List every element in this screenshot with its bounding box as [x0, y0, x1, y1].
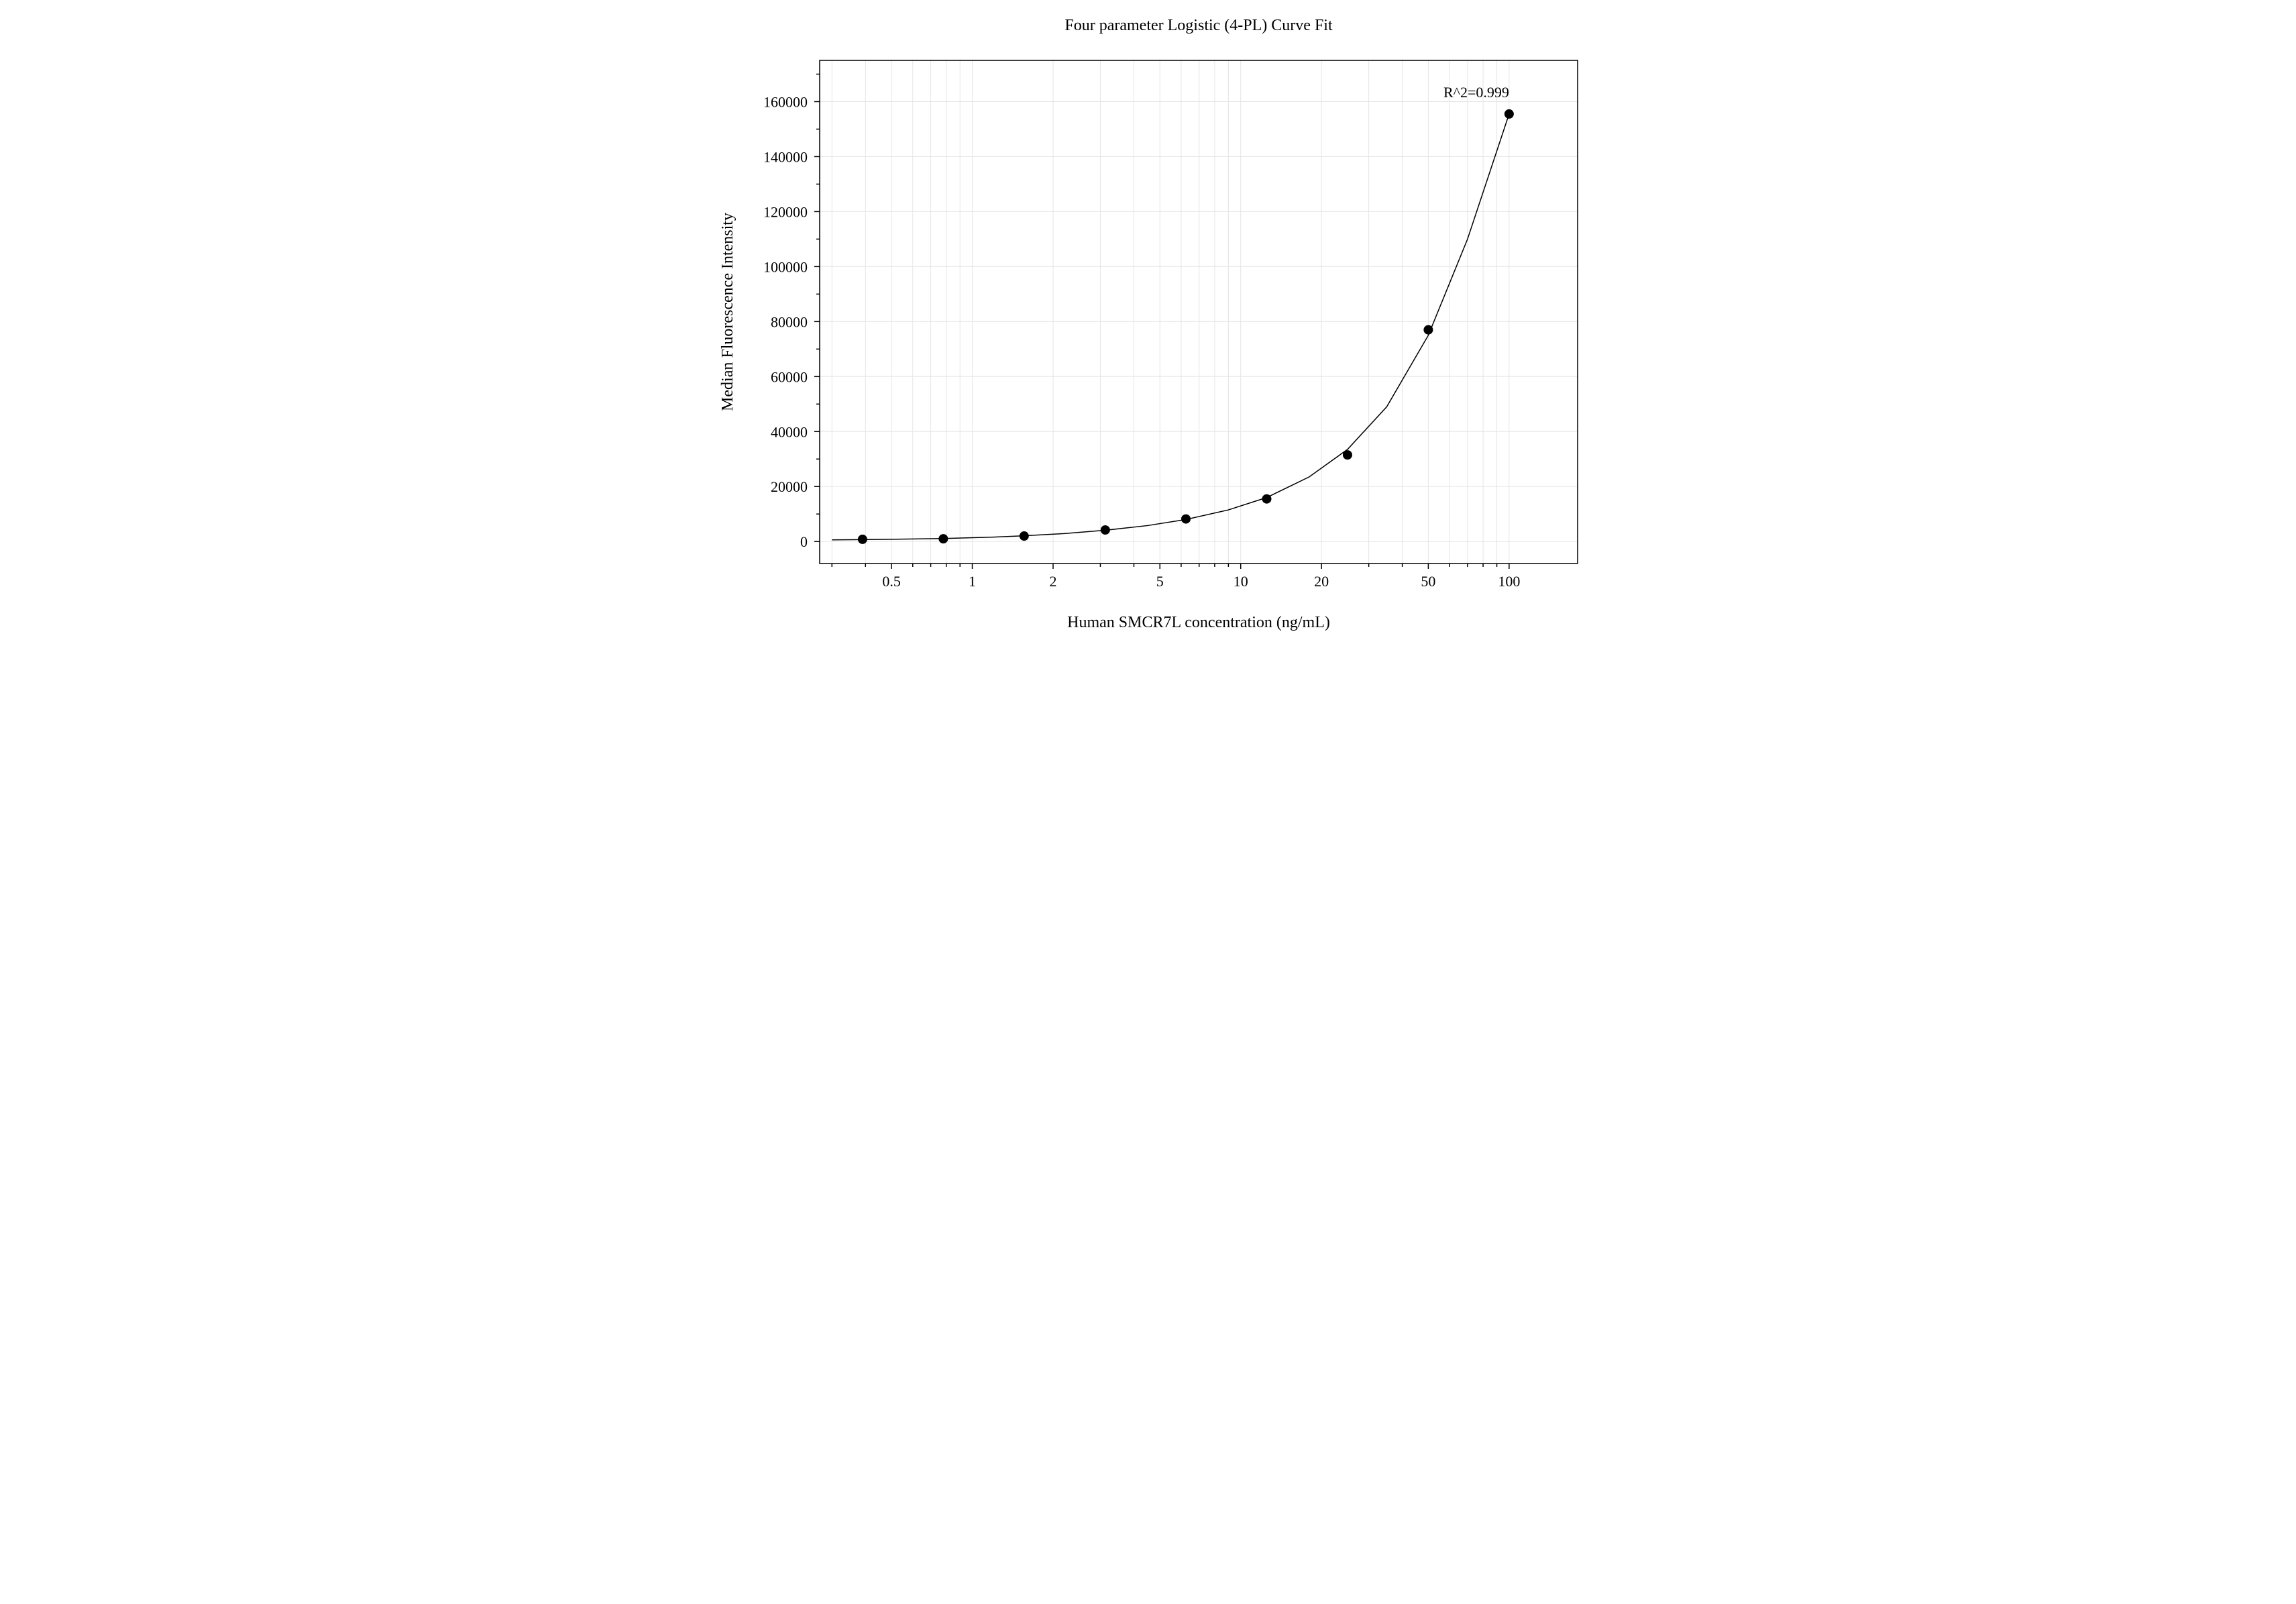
y-tick-label: 20000: [771, 478, 808, 495]
y-axis-label: Median Fluorescence Intensity: [719, 213, 736, 411]
data-point: [1019, 531, 1028, 541]
x-tick-label: 0.5: [882, 573, 901, 590]
data-point: [1100, 525, 1109, 535]
y-tick-label: 60000: [771, 368, 808, 385]
x-tick-label: 1: [969, 573, 976, 590]
data-point: [857, 535, 867, 544]
x-tick-label: 2: [1049, 573, 1056, 590]
y-tick-label: 160000: [763, 93, 808, 110]
x-tick-label: 5: [1156, 573, 1163, 590]
x-tick-label: 20: [1314, 573, 1329, 590]
y-tick-label: 40000: [771, 423, 808, 440]
data-point: [1504, 109, 1513, 119]
x-tick-label: 100: [1498, 573, 1520, 590]
y-tick-label: 0: [800, 533, 808, 550]
data-point: [1262, 494, 1271, 504]
fit-curve: [832, 114, 1509, 540]
r-squared-annotation: R^2=0.999: [1443, 84, 1509, 101]
grid-group: [820, 60, 1578, 564]
data-point: [1342, 450, 1352, 460]
y-tick-label: 80000: [771, 313, 808, 330]
x-tick-label: 10: [1233, 573, 1248, 590]
chart-container: 0.5 1 2 5 10 20 50 100 0 20000 40000 60000 80000 1000…: [639, 0, 1658, 712]
data-point: [1181, 515, 1191, 524]
x-tick-label: 50: [1421, 573, 1435, 590]
y-tick-label: 120000: [763, 203, 808, 220]
data-point: [938, 534, 948, 543]
chart-title: Four parameter Logistic (4-PL) Curve Fit: [1064, 17, 1333, 34]
plot-border: [820, 60, 1578, 564]
data-point: [1423, 325, 1433, 335]
x-axis-label: Human SMCR7L concentration (ng/mL): [1067, 614, 1330, 631]
chart-svg: 0.5 1 2 5 10 20 50 100 0 20000 40000 60000 80000 1000…: [639, 0, 1658, 712]
y-tick-label: 140000: [763, 148, 808, 165]
y-tick-label: 100000: [763, 258, 808, 275]
